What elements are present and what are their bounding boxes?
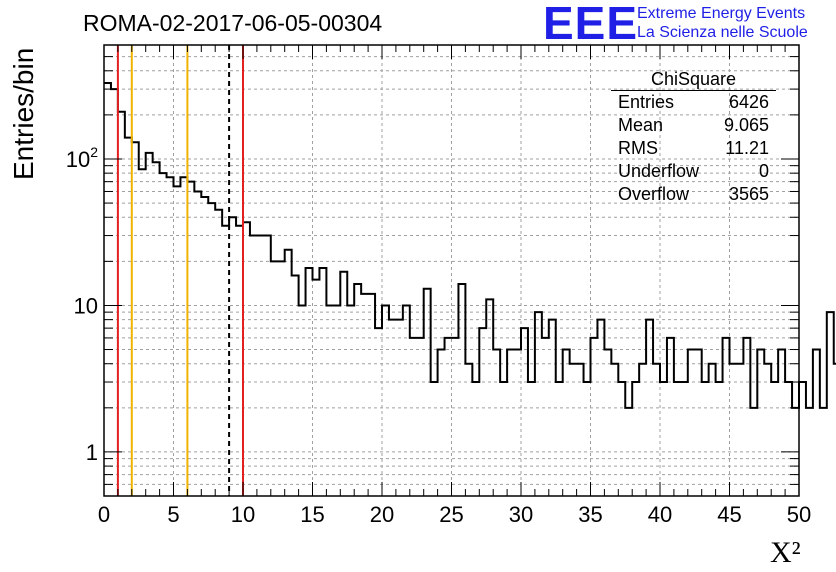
stats-label: Underflow — [618, 161, 700, 181]
histogram-step-line — [104, 82, 836, 409]
stats-label: Entries — [618, 92, 675, 112]
logo-line-1: Extreme Energy Events — [637, 5, 806, 22]
x-tick-label: 10 — [231, 502, 255, 527]
stats-row: RMS 11.21 — [611, 137, 779, 160]
stats-label: Overflow — [618, 184, 690, 204]
x-tick-label: 35 — [578, 502, 602, 527]
x-tick-label: 50 — [787, 502, 811, 527]
stats-row: Entries 6426 — [611, 91, 779, 114]
y-tick-label: 102 — [66, 144, 98, 172]
stats-value: 11.21 — [725, 138, 769, 158]
y-tick-label: 1 — [86, 440, 98, 465]
stats-value: 3565 — [728, 184, 769, 204]
x-tick-label: 20 — [370, 502, 394, 527]
x-tick-label: 5 — [167, 502, 179, 527]
grid-lines — [104, 45, 799, 496]
stats-value: 0 — [758, 161, 769, 181]
stats-label: RMS — [618, 138, 658, 158]
stats-value: 6426 — [728, 92, 769, 112]
chart-title: ROMA-02-2017-06-05-00304 — [83, 10, 383, 36]
stats-value: 9.065 — [723, 115, 769, 135]
stats-label: Mean — [618, 115, 664, 135]
x-tick-label: 30 — [509, 502, 533, 527]
stats-box: ChiSquare Entries 6426 Mean 9.065 RMS 11… — [611, 68, 779, 206]
x-tick-label: 25 — [439, 502, 463, 527]
stats-title: ChiSquare — [611, 68, 776, 91]
tick-labels: 0 5 10 15 20 25 30 35 40 45 50 1 10 102 — [66, 144, 812, 527]
axes — [103, 44, 800, 497]
stats-row: Overflow 3565 — [611, 183, 779, 206]
x-axis-label: X² — [770, 536, 801, 569]
logo-line-2: La Scienza nelle Scuole — [637, 24, 808, 41]
x-tick-label: 15 — [300, 502, 324, 527]
x-tick-label: 45 — [717, 502, 741, 527]
threshold-lines — [116, 45, 244, 496]
histogram-series — [104, 82, 836, 409]
x-tick-label: 40 — [648, 502, 672, 527]
x-tick-label: 0 — [98, 502, 110, 527]
eee-logo: EEE — [543, 0, 639, 49]
y-tick-label: 10 — [74, 293, 98, 318]
stats-row: Mean 9.065 — [611, 114, 779, 137]
stats-row: Underflow 0 — [611, 160, 779, 183]
y-axis-label: Entries/bin — [8, 47, 39, 180]
